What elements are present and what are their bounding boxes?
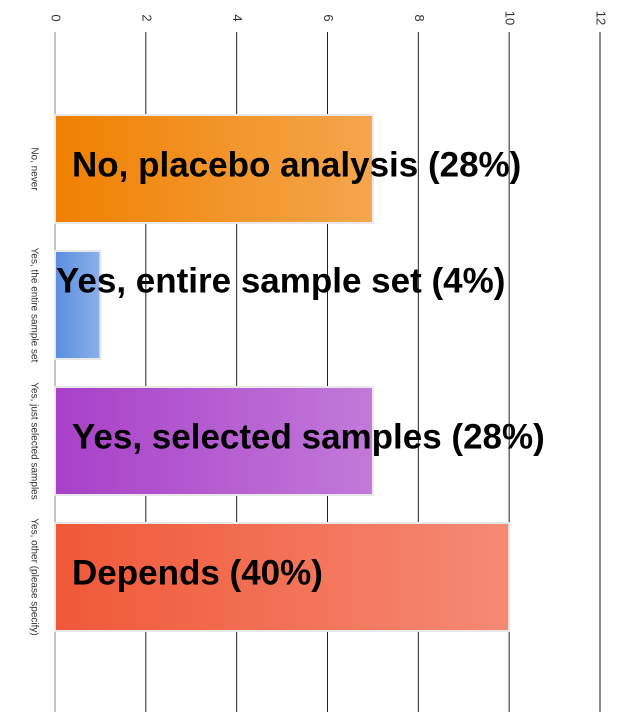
bar (54, 114, 374, 224)
category-label: Yes, just selected samples (28, 382, 39, 499)
annotation: No, placebo analysis (28%) (72, 145, 521, 184)
annotation: Depends (40%) (72, 553, 323, 592)
x-tick-label: 6 (321, 14, 336, 21)
category-label: Yes, other (please specify) (28, 518, 39, 635)
annotation: Yes, entire sample set (4%) (56, 261, 505, 300)
bar (54, 522, 511, 632)
x-tick-label: 10 (503, 11, 518, 25)
annotation: Yes, selected samples (28%) (72, 417, 545, 456)
category-label: No, never (28, 147, 39, 191)
bar (54, 386, 374, 496)
x-tick-label: 8 (412, 14, 427, 21)
x-tick-label: 12 (594, 11, 609, 25)
x-tick-label: 2 (139, 14, 154, 21)
x-tick-label: 0 (49, 14, 64, 21)
category-label: Yes, the entire sample set (28, 248, 39, 363)
x-tick-label: 4 (230, 14, 245, 21)
bar (54, 250, 102, 360)
